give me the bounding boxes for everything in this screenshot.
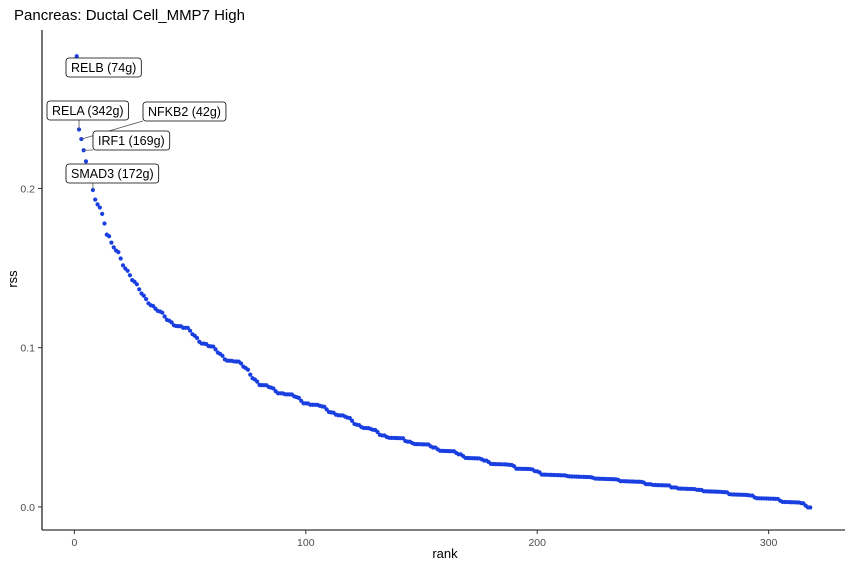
y-tick-label: 0.1 [20, 343, 35, 355]
data-point [144, 296, 149, 302]
annotation-label: NFKB2 (42g) [142, 101, 227, 122]
data-point [255, 379, 260, 384]
data-point [102, 221, 107, 226]
points-layer [74, 54, 813, 510]
annotation-box [92, 130, 171, 151]
annotation-box [65, 57, 142, 78]
data-point [141, 293, 146, 298]
data-point [100, 211, 105, 217]
data-point [95, 202, 100, 207]
y-tick-label: 0.2 [20, 183, 35, 195]
data-point [185, 325, 190, 330]
data-point [160, 310, 165, 315]
y-axis-title: rss [5, 270, 20, 288]
y-tick-label: 0.0 [20, 502, 35, 514]
chart-title: Pancreas: Ductal Cell_MMP7 High [14, 7, 245, 24]
data-point [93, 197, 98, 202]
data-point [125, 268, 130, 273]
x-tick-label: 100 [297, 537, 315, 549]
data-point [375, 429, 380, 435]
data-point [107, 234, 112, 239]
data-point [194, 335, 200, 341]
annotation-box [46, 100, 129, 121]
annotation-text: IRF1 (169g) [98, 134, 165, 148]
data-point [296, 395, 301, 400]
data-point [118, 256, 123, 261]
labels-layer: RELB (74g) RELA (342g) NFKB2 (42g) IRF1 (16… [46, 57, 227, 184]
data-point [97, 205, 102, 210]
data-point [220, 353, 225, 358]
data-point [162, 314, 167, 319]
ticks-layer: 0 100 200 300 0.0 0.1 0.2 [20, 183, 777, 549]
data-point [245, 367, 251, 372]
annotation-box [142, 101, 227, 122]
data-point [120, 263, 126, 268]
data-point [347, 415, 352, 421]
data-point [213, 347, 218, 352]
x-tick-label: 0 [71, 537, 77, 549]
connectors-layer [78, 120, 144, 191]
data-point [349, 418, 355, 423]
data-point [83, 159, 89, 164]
x-tick-label: 300 [760, 537, 778, 549]
x-axis-title: rank [432, 546, 458, 561]
data-point [271, 386, 276, 391]
data-point [248, 372, 253, 377]
data-point [808, 505, 813, 510]
annotation-label: RELB (74g) [65, 57, 142, 78]
data-point [109, 240, 114, 245]
data-point [127, 273, 133, 278]
data-point [238, 361, 244, 366]
data-point [169, 320, 174, 325]
annotation-label: RELA (342g) [46, 100, 129, 121]
data-point [116, 250, 121, 255]
data-point [137, 287, 142, 292]
annotation-text: NFKB2 (42g) [148, 105, 221, 119]
annotation-text: RELA (342g) [52, 104, 124, 118]
annotation-text: RELB (74g) [71, 61, 136, 75]
annotation-box [65, 163, 160, 184]
annotation-label: IRF1 (169g) [92, 130, 171, 151]
data-point [111, 245, 116, 250]
data-point [211, 344, 216, 349]
annotation-text: SMAD3 (172g) [71, 167, 154, 181]
annotation-connector [81, 120, 144, 140]
data-point [74, 54, 79, 59]
annotation-label: SMAD3 (172g) [65, 163, 160, 184]
data-point [134, 282, 139, 287]
x-tick-label: 200 [528, 537, 546, 549]
data-point [188, 328, 193, 333]
